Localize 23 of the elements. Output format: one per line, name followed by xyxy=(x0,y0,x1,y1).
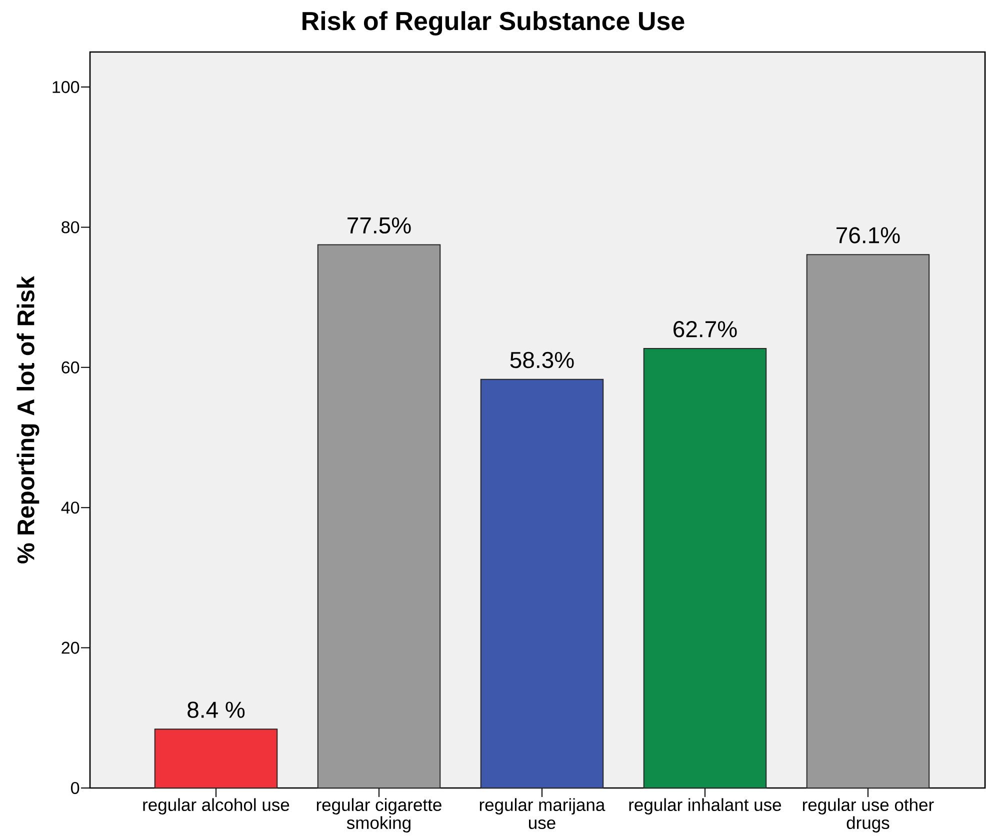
x-tick-label: regular inhalant use xyxy=(629,798,782,815)
bar xyxy=(154,728,278,788)
data-label: 8.4 % xyxy=(188,702,245,718)
data-label: 77.5% xyxy=(348,217,411,234)
bar xyxy=(480,378,604,788)
y-tick-label: 40 xyxy=(61,502,80,514)
chart-title: Risk of Regular Substance Use xyxy=(302,11,684,36)
bar xyxy=(806,254,930,788)
y-tick-label: 80 xyxy=(62,221,80,234)
x-tick-label: regular use other drugs xyxy=(802,798,934,833)
y-tick-label: 0 xyxy=(71,782,80,794)
data-label: 58.3% xyxy=(510,352,574,368)
x-tick-label: regular marijana use xyxy=(480,798,606,830)
y-axis-title: % Reporting A lot of Risk xyxy=(16,276,40,564)
data-label: 76.1% xyxy=(836,227,900,244)
y-tick-label: 20 xyxy=(62,642,80,654)
y-tick-label: 60 xyxy=(62,361,80,374)
y-tick-label: 100 xyxy=(52,81,80,94)
bar xyxy=(643,348,767,788)
data-label: 62.7% xyxy=(674,321,737,338)
x-tick-label: regular cigarette smoking xyxy=(316,798,442,833)
bar xyxy=(317,244,441,788)
x-tick-label: regular alcohol use xyxy=(143,798,290,815)
